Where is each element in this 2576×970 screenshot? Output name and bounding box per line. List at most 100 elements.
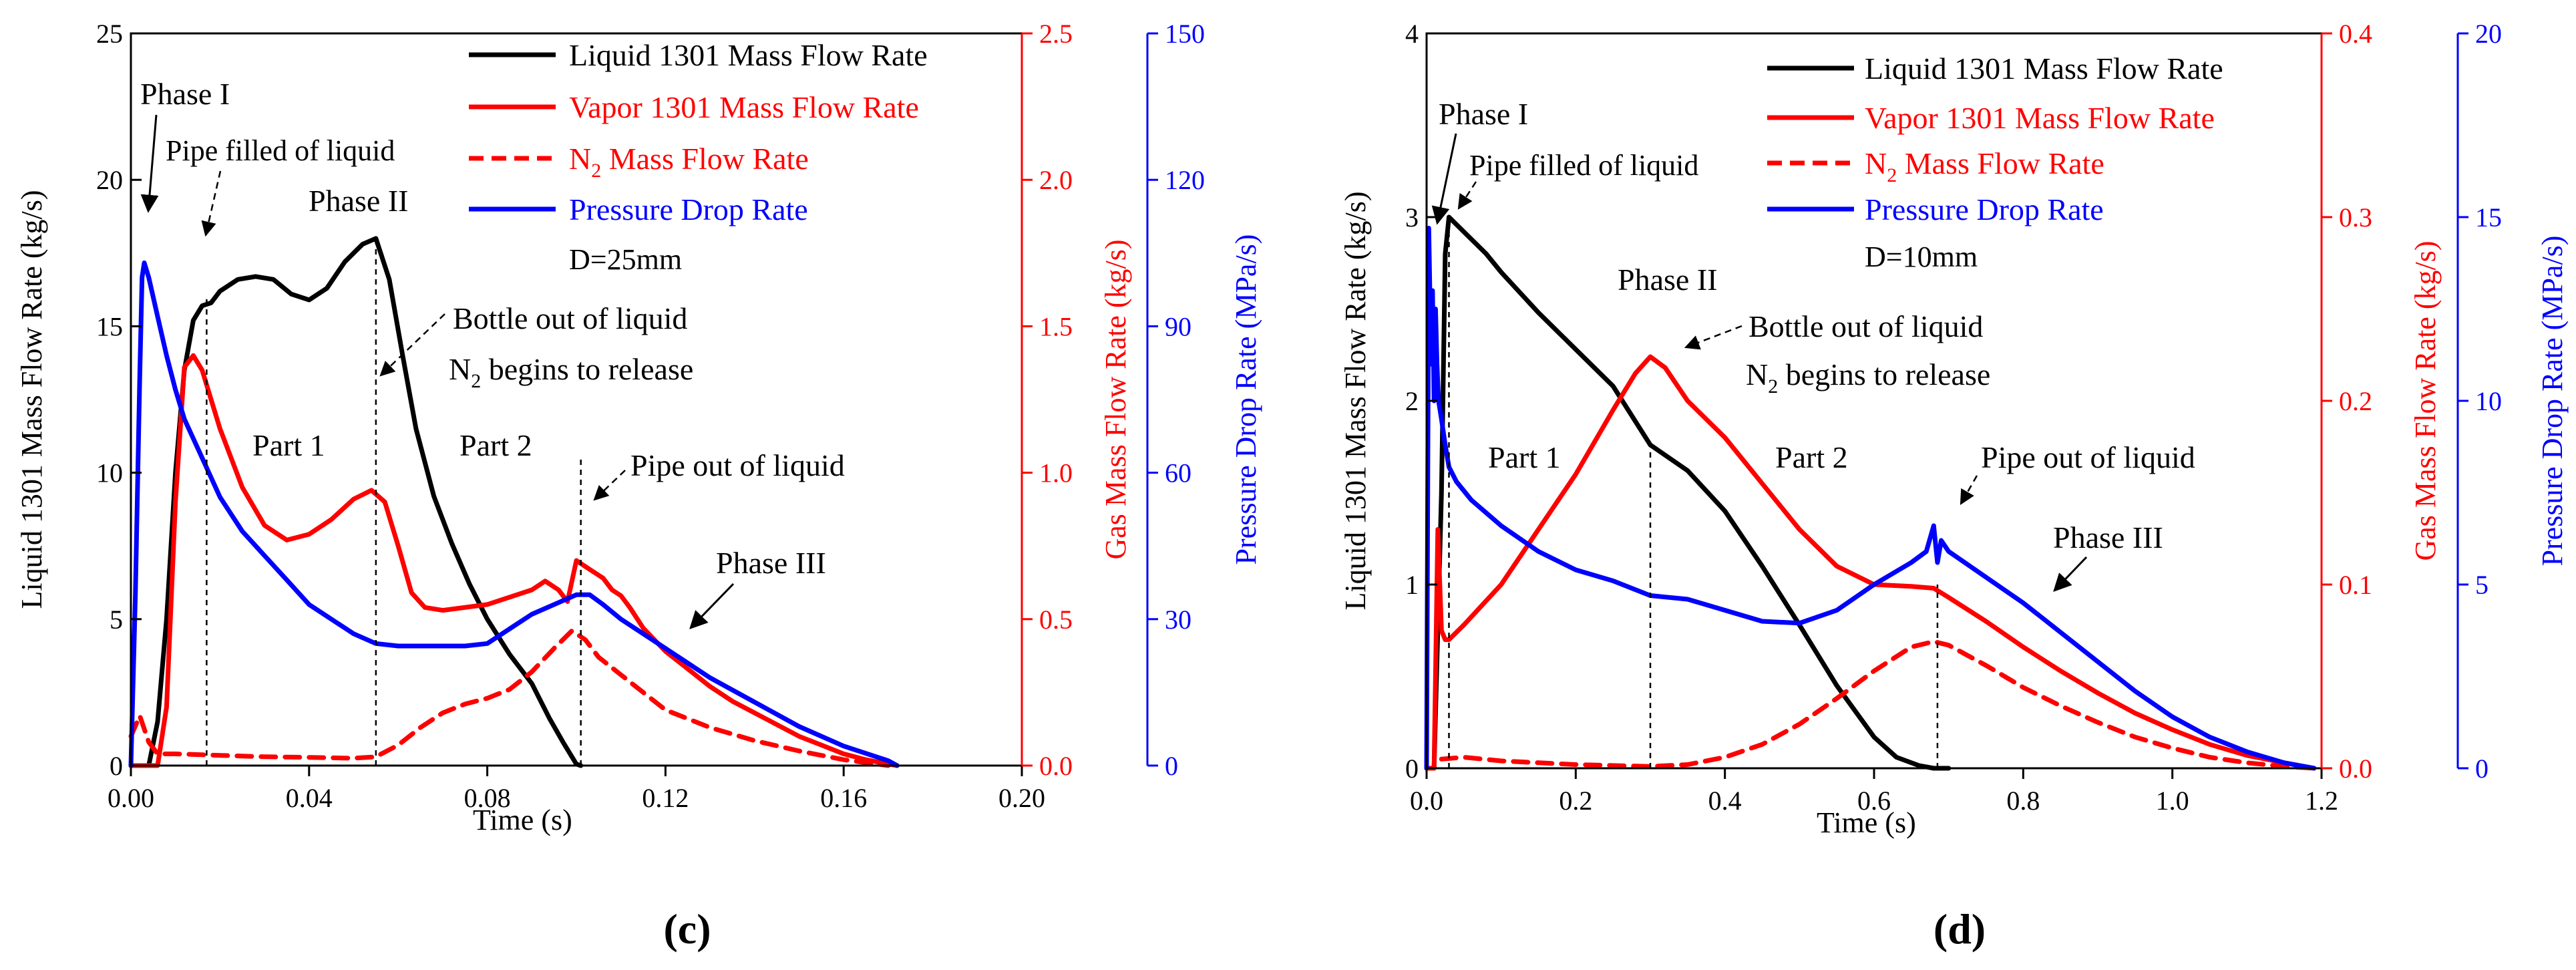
c-right2-tick-label: 0	[1165, 751, 1178, 781]
d-right2-tick-label: 5	[2475, 570, 2489, 600]
c-legend-vapor: Vapor 1301 Mass Flow Rate	[569, 90, 919, 124]
d-legend-note: D=10mm	[1865, 240, 1978, 273]
c-right1-tick-label: 0.0	[1039, 751, 1073, 781]
d-marker-lines	[1448, 217, 1939, 768]
c-x-tick-label: 0.08	[464, 783, 511, 813]
d-left-tick-label: 1	[1405, 570, 1419, 600]
d-series-vapor-1301-mass-flow-rate	[1424, 354, 2317, 771]
d-legend-n2: N2 Mass Flow Rate	[1865, 146, 2104, 186]
c-series-n2-mass-flow-rate	[128, 628, 891, 768]
d-ann-bottle-out: Bottle out of liquid	[1749, 309, 1983, 343]
d-ann-bottle-out-arrow	[1684, 325, 1742, 350]
d-right2-tick-label: 15	[2475, 202, 2502, 232]
d-left-tick-label: 3	[1405, 202, 1419, 232]
d-series-pressure-drop-rate	[1424, 226, 2317, 771]
d-legend-vapor: Vapor 1301 Mass Flow Rate	[1865, 101, 2215, 135]
d-ann-phase2: Phase II	[1618, 263, 1717, 297]
d-left-tick-label: 4	[1405, 19, 1419, 49]
d-series-liquid-1301-mass-flow-rate	[1424, 214, 1952, 771]
c-caption: (c)	[663, 905, 711, 953]
c-x-tick-label: 0.16	[820, 783, 867, 813]
d-ticks: 0.0 0.2 0.4 0.6 0.8 1.0 1.2 0 1 2 3 4 0.0 0.1 0.2 0.3 0.…	[1405, 19, 2502, 816]
d-series-group	[1424, 214, 2317, 771]
d-legend-liquid: Liquid 1301 Mass Flow Rate	[1865, 51, 2223, 86]
d-x-tick-label: 0.0	[1410, 786, 1443, 816]
c-left-tick-label: 20	[96, 165, 123, 195]
panel-c: 0.00 0.04 0.08 0.12 0.16 0.20 0 5 10 15 20 25 0.0 0.5…	[15, 19, 1262, 953]
c-right1-tick-label: 1.5	[1039, 311, 1073, 341]
d-right1-tick-label: 0.1	[2339, 570, 2372, 600]
d-x-tick-label: 1.0	[2156, 786, 2189, 816]
c-ann-bottle-out-arrow	[379, 313, 445, 377]
c-legend-liquid: Liquid 1301 Mass Flow Rate	[569, 38, 928, 72]
d-ann-phase3-arrow	[2053, 556, 2088, 592]
c-ann-pipe-out-arrow	[593, 470, 626, 501]
c-legend-n2: N2 Mass Flow Rate	[569, 142, 809, 182]
d-legend-pressure: Pressure Drop Rate	[1865, 192, 2104, 226]
c-annotations: Phase I Pipe filled of liquid Phase II B…	[140, 77, 845, 629]
c-right2-tick-label: 60	[1165, 458, 1191, 488]
c-x-tick-label: 0.04	[286, 783, 333, 813]
d-series-n2-mass-flow-rate	[1439, 639, 2317, 771]
c-series-group	[128, 236, 900, 768]
d-right1-tick-label: 0.2	[2339, 386, 2372, 416]
d-ann-pipe-out: Pipe out of liquid	[1981, 440, 2195, 474]
d-pressure-axis-label: Pressure Drop Rate (MPa/s)	[2536, 236, 2569, 567]
c-x-axis-label: Time (s)	[473, 804, 572, 836]
c-left-tick-label: 0	[110, 751, 123, 781]
c-ann-phase1: Phase I	[140, 77, 230, 111]
panel-d: 0.0 0.2 0.4 0.6 0.8 1.0 1.2 0 1 2 3 4 0.0 0.1 0.2 0.3 0.…	[1339, 19, 2569, 953]
c-ann-pipe-filled: Pipe filled of liquid	[166, 134, 395, 167]
c-ticks: 0.00 0.04 0.08 0.12 0.16 0.20 0 5 10 15 20 25 0.0 0.5…	[96, 19, 1205, 813]
d-ann-n2-release: N2 begins to release	[1746, 357, 1990, 397]
c-ann-pipe-out: Pipe out of liquid	[630, 448, 845, 482]
d-ann-phase1-arrow	[1431, 133, 1457, 225]
d-right1-tick-label: 0.4	[2339, 19, 2372, 49]
c-right1-tick-label: 1.0	[1039, 458, 1073, 488]
c-right1-tick-label: 2.5	[1039, 19, 1073, 49]
c-x-tick-label: 0.12	[642, 783, 689, 813]
c-right2-tick-label: 120	[1165, 165, 1205, 195]
d-x-tick-label: 0.6	[1857, 786, 1891, 816]
c-marker-lines	[206, 238, 582, 766]
d-ann-part2: Part 2	[1775, 440, 1848, 474]
d-right1-tick-label: 0.3	[2339, 202, 2372, 232]
c-series-liquid-1301-mass-flow-rate	[128, 236, 584, 768]
c-ann-phase2: Phase II	[309, 184, 408, 218]
c-left-tick-label: 15	[96, 311, 123, 341]
d-gas-axis-label: Gas Mass Flow Rate (kg/s)	[2409, 240, 2442, 560]
d-left-axis-label: Liquid 1301 Mass Flow Rate (kg/s)	[1339, 192, 1372, 611]
c-left-tick-label: 5	[110, 605, 123, 635]
d-right2-tick-label: 0	[2475, 754, 2489, 784]
d-left-tick-label: 0	[1405, 754, 1419, 784]
d-right2-tick-label: 20	[2475, 19, 2502, 49]
c-series-vapor-1301-mass-flow-rate	[128, 353, 900, 768]
d-ann-phase3: Phase III	[2053, 520, 2163, 554]
d-x-tick-label: 0.8	[2006, 786, 2040, 816]
c-legend-note: D=25mm	[569, 243, 682, 276]
c-left-axis-label: Liquid 1301 Mass Flow Rate (kg/s)	[15, 190, 48, 609]
c-ann-pipe-filled-arrow	[201, 170, 222, 237]
d-right2-tick-label: 10	[2475, 386, 2502, 416]
c-right2-tick-label: 150	[1165, 19, 1205, 49]
c-x-tick-label: 0.00	[108, 783, 154, 813]
d-x-axis-label: Time (s)	[1817, 806, 1916, 839]
d-ann-pipe-filled: Pipe filled of liquid	[1469, 149, 1698, 182]
c-right1-tick-label: 2.0	[1039, 165, 1073, 195]
d-x-tick-label: 1.2	[2305, 786, 2338, 816]
d-right1-tick-label: 0.0	[2339, 754, 2372, 784]
c-right1-tick-label: 0.5	[1039, 605, 1073, 635]
d-ann-part1: Part 1	[1488, 440, 1561, 474]
d-ann-pipe-filled-arrow	[1457, 181, 1477, 210]
d-left-tick-label: 2	[1405, 386, 1419, 416]
d-ann-pipe-out-arrow	[1960, 475, 1978, 505]
c-legend-pressure: Pressure Drop Rate	[569, 192, 808, 226]
c-gas-axis-label: Gas Mass Flow Rate (kg/s)	[1099, 239, 1132, 559]
d-annotations: Phase I Pipe filled of liquid Phase II B…	[1431, 97, 2195, 592]
c-legend: Liquid 1301 Mass Flow Rate Vapor 1301 Ma…	[469, 38, 928, 276]
c-x-tick-label: 0.20	[998, 783, 1045, 813]
c-left-tick-label: 10	[96, 458, 123, 488]
c-ann-phase3-arrow	[689, 583, 735, 629]
c-ann-n2-release: N2 begins to release	[449, 352, 693, 392]
c-right2-tick-label: 30	[1165, 605, 1191, 635]
